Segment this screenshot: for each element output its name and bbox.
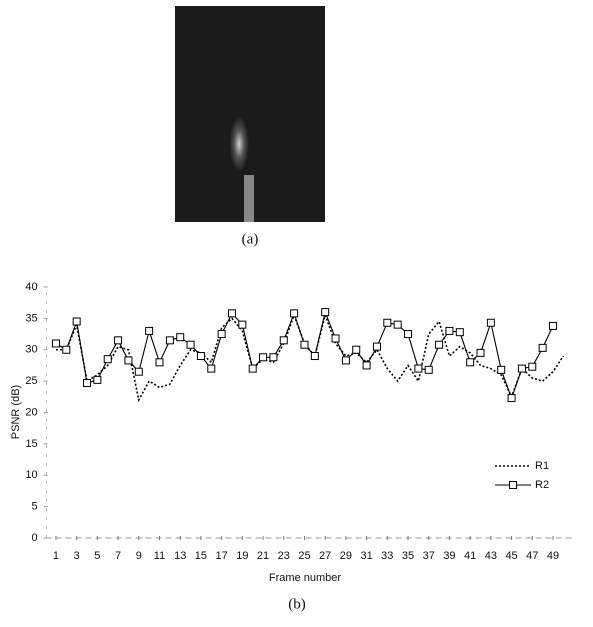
marker	[248, 364, 257, 373]
marker	[331, 334, 340, 343]
x-tick-label: 23	[278, 550, 290, 562]
x-tick-label: 3	[74, 550, 80, 562]
x-tick-label: 37	[423, 550, 435, 562]
panel-label: (b)	[288, 596, 306, 612]
x-tick-label: 17	[216, 550, 228, 562]
marker	[383, 318, 392, 327]
marker	[300, 340, 309, 349]
marker	[72, 317, 81, 326]
marker	[548, 321, 557, 330]
marker	[321, 308, 330, 317]
marker	[196, 352, 205, 361]
marker	[103, 355, 112, 364]
y-axis-label: PSNR (dB)	[10, 385, 22, 439]
marker	[279, 336, 288, 345]
x-tick-label: 31	[360, 550, 372, 562]
x-tick-label: 1	[53, 550, 59, 562]
y-tick-label: 40	[25, 281, 37, 293]
marker	[176, 333, 185, 342]
x-tick-label: 13	[174, 550, 186, 562]
marker	[217, 330, 226, 339]
y-tick-label: 20	[25, 406, 37, 418]
x-tick-label: 19	[236, 550, 248, 562]
marker	[435, 340, 444, 349]
x-tick-label: 49	[547, 550, 559, 562]
marker	[372, 342, 381, 351]
marker	[114, 336, 123, 345]
marker	[528, 362, 537, 371]
marker	[424, 365, 433, 374]
marker	[414, 364, 423, 373]
x-tick-label: 25	[298, 550, 310, 562]
marker	[352, 345, 361, 354]
x-tick-label: 11	[154, 550, 165, 562]
x-tick-label: 21	[257, 550, 269, 562]
marker	[341, 356, 350, 365]
marker	[259, 353, 268, 362]
marker	[134, 367, 143, 376]
marker	[186, 340, 195, 349]
marker	[51, 339, 60, 348]
marker	[207, 364, 216, 373]
photo	[175, 6, 325, 222]
marker	[310, 352, 319, 361]
marker	[404, 330, 413, 339]
marker	[269, 353, 278, 362]
x-tick-label: 7	[115, 550, 121, 562]
x-axis-label: Frame number	[269, 572, 341, 584]
y-tick-label: 25	[25, 375, 37, 387]
legend-label: R1	[535, 460, 549, 472]
marker	[507, 394, 516, 403]
marker	[445, 326, 454, 335]
marker	[155, 358, 164, 367]
x-tick-label: 5	[94, 550, 100, 562]
marker	[83, 379, 92, 388]
legend-label: R2	[535, 479, 549, 491]
x-tick-label: 33	[381, 550, 393, 562]
marker	[362, 361, 371, 370]
x-tick-label: 15	[195, 550, 207, 562]
x-tick-label: 39	[443, 550, 455, 562]
x-tick-label: 47	[526, 550, 538, 562]
x-tick-label: 9	[136, 550, 142, 562]
marker	[517, 364, 526, 373]
marker	[227, 309, 236, 318]
marker	[466, 358, 475, 367]
marker	[145, 326, 154, 335]
x-tick-label: 41	[464, 550, 476, 562]
marker	[124, 356, 133, 365]
x-tick-label: 29	[340, 550, 352, 562]
marker	[486, 318, 495, 327]
marker	[455, 328, 464, 337]
marker	[290, 309, 299, 318]
x-tick-label: 43	[485, 550, 497, 562]
marker	[93, 375, 102, 384]
y-tick-label: 5	[31, 501, 37, 513]
marker	[62, 345, 71, 354]
marker	[538, 343, 547, 352]
marker	[393, 320, 402, 329]
marker	[238, 320, 247, 329]
y-tick-label: 35	[25, 312, 37, 324]
x-tick-label: 35	[402, 550, 414, 562]
y-tick-label: 15	[25, 438, 37, 450]
y-tick-label: 0	[31, 532, 37, 544]
series-line	[55, 312, 565, 403]
y-tick-label: 30	[25, 344, 37, 356]
marker	[476, 348, 485, 357]
x-tick-label: 45	[505, 550, 517, 562]
legend-marker	[509, 481, 517, 489]
x-tick-label: 27	[319, 550, 331, 562]
marker	[497, 365, 506, 374]
marker	[165, 336, 174, 345]
y-tick-label: 10	[25, 469, 37, 481]
panel-label: (a)	[242, 231, 259, 247]
